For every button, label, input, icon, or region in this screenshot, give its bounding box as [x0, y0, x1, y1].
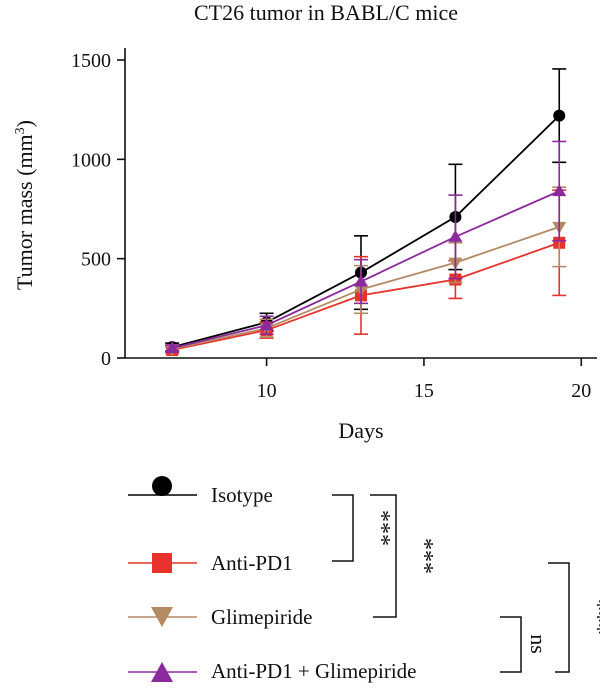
- y-tick-label: 0: [101, 348, 111, 370]
- legend-marker-glimepiride: [151, 607, 173, 627]
- legend-label-glimepiride: Glimepiride: [211, 605, 312, 629]
- bracket-isotype-vs-glimepiride: [370, 494, 397, 618]
- data-point: [552, 184, 567, 197]
- legend-item-anti-pd1-glimepiride: Anti-PD1 + Glimepiride: [128, 659, 417, 683]
- significance-label-anti-pd1-vs-combo: ***: [584, 599, 600, 635]
- legend-label-anti-pd1: Anti-PD1: [211, 551, 293, 575]
- legend-marker-isotype: [152, 476, 172, 496]
- plot-series: [165, 68, 567, 357]
- data-point: [354, 274, 368, 287]
- x-tick-label: 20: [571, 380, 591, 402]
- data-point: [448, 229, 463, 242]
- y-axis-label: Tumor mass (mm3): [12, 120, 37, 290]
- legend-label-anti-pd1-glimepiride: Anti-PD1 + Glimepiride: [211, 659, 417, 683]
- x-tick-label: 15: [414, 380, 434, 402]
- legend-marker-anti-pd1: [152, 553, 172, 573]
- significance-label-isotype-vs-anti-pd1: ***: [368, 510, 394, 546]
- legend-item-glimepiride: Glimepiride: [128, 605, 312, 629]
- y-tick-label: 1500: [71, 50, 111, 72]
- data-point: [553, 109, 566, 122]
- x-axis-label: Days: [338, 418, 383, 443]
- legend: Isotype Anti-PD1 Glimepiride Anti-PD1 + …: [128, 476, 417, 683]
- bracket-glimepiride-vs-combo: [500, 616, 522, 673]
- series-anti-pd1-glimepiride: [165, 140, 567, 354]
- x-tick-label: 10: [257, 380, 277, 402]
- bracket-anti-pd1-vs-combo: [548, 562, 570, 673]
- y-tick-label: 500: [81, 249, 111, 271]
- chart-title: CT26 tumor in BABL/C mice: [194, 0, 458, 25]
- legend-marker-anti-pd1-glimepiride: [151, 662, 173, 682]
- data-point: [165, 341, 180, 354]
- legend-item-anti-pd1: Anti-PD1: [128, 551, 293, 575]
- legend-label-isotype: Isotype: [211, 483, 273, 507]
- significance-brackets: [332, 494, 570, 673]
- y-tick-label: 1000: [71, 149, 111, 171]
- bracket-isotype-vs-anti-pd1: [332, 494, 354, 562]
- significance-label-isotype-vs-glimepiride: ***: [411, 538, 437, 574]
- data-point: [259, 318, 274, 331]
- series-isotype: [165, 68, 567, 354]
- series-line: [171, 114, 560, 348]
- legend-item-isotype: Isotype: [128, 476, 273, 507]
- plot-axes: [124, 48, 597, 359]
- significance-label-glimepiride-vs-combo: ns: [526, 634, 551, 654]
- axis-ticks: 10 15 20 0 500 1000 1500: [71, 50, 591, 402]
